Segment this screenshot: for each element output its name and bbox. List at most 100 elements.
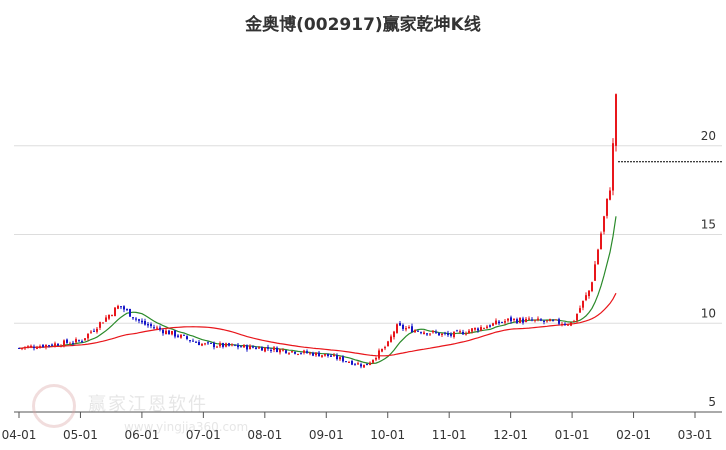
candle-body: [462, 331, 464, 335]
candle-body: [255, 347, 257, 349]
candle-body: [519, 317, 521, 323]
candle-body: [435, 331, 437, 333]
candle-body: [576, 313, 578, 321]
candle-body: [384, 347, 386, 349]
candle-body: [81, 341, 83, 343]
watermark-url: www.yingjia360.com: [124, 420, 249, 434]
candle-body: [264, 347, 266, 352]
candle-body: [549, 319, 551, 322]
candle-body: [300, 353, 302, 355]
candle-body: [177, 335, 179, 337]
candle-body: [102, 322, 104, 324]
candle-body: [258, 347, 260, 349]
candle-body: [111, 315, 113, 317]
candle-body: [213, 342, 215, 348]
candle-body: [228, 343, 230, 346]
x-tick-label: 02-01: [616, 428, 651, 442]
candle-body: [159, 327, 161, 330]
candle-body: [285, 350, 287, 354]
candle-body: [393, 331, 395, 338]
candle-body: [132, 317, 134, 319]
candle-body: [585, 295, 587, 301]
candle-body: [573, 321, 575, 323]
candle-body: [291, 351, 293, 353]
candle-body: [441, 333, 443, 336]
candle-body: [156, 327, 158, 329]
candle-body: [378, 350, 380, 359]
candle-body: [33, 346, 35, 349]
candle-body: [126, 309, 128, 311]
candle-body: [597, 249, 599, 265]
ma-short-line: [18, 216, 617, 365]
candle-body: [339, 357, 341, 360]
candle-body: [267, 347, 269, 349]
candle-body: [447, 333, 449, 336]
candle-body: [246, 345, 248, 350]
candle-body: [333, 354, 335, 357]
grid-lines: [14, 145, 722, 324]
candle-body: [90, 331, 92, 333]
y-tick-label: 5: [708, 395, 716, 409]
candle-body: [144, 321, 146, 325]
candle-body: [411, 326, 413, 333]
candle-body: [183, 334, 185, 336]
candle-body: [243, 344, 245, 348]
candle-body: [582, 300, 584, 308]
candle-body: [57, 344, 59, 346]
candle-body: [426, 333, 428, 335]
candle-body: [45, 344, 47, 348]
candle-body: [399, 322, 401, 326]
candle-body: [225, 343, 227, 347]
candle-body: [606, 198, 608, 216]
candle-body: [252, 346, 254, 348]
candle-body: [588, 290, 590, 297]
x-tick-label: 11-01: [432, 428, 467, 442]
candle-body: [36, 348, 38, 350]
candle-body: [249, 345, 251, 350]
candle-body: [405, 328, 407, 330]
candle-body: [120, 306, 122, 308]
candle-body: [594, 264, 596, 281]
candle-body: [162, 329, 164, 334]
candle-body: [315, 352, 317, 356]
candle-body: [492, 323, 494, 326]
candle-body: [375, 358, 377, 360]
candle-body: [540, 319, 542, 321]
candle-body: [321, 355, 323, 357]
candle-body: [327, 353, 329, 356]
x-tick-label: 08-01: [247, 428, 282, 442]
candle-body: [417, 330, 419, 332]
candle-body: [402, 324, 404, 329]
candle-body: [42, 344, 44, 348]
candle-body: [498, 321, 500, 324]
candle-body: [351, 361, 353, 365]
candle-body: [219, 343, 221, 347]
candle-body: [186, 336, 188, 339]
candle-body: [513, 318, 515, 320]
candle-body: [609, 190, 611, 200]
candle-body: [387, 341, 389, 347]
candle-body: [54, 343, 56, 346]
candle-body: [564, 323, 566, 325]
x-tick-label: 05-01: [63, 428, 98, 442]
axes: [14, 411, 722, 418]
watermark-text: 赢家江恩软件: [88, 394, 208, 415]
candle-body: [309, 352, 311, 354]
candle-body: [63, 340, 65, 347]
candle-body: [345, 361, 347, 363]
candle-body: [48, 345, 50, 347]
candle-body: [318, 352, 320, 357]
x-tick-label: 07-01: [186, 428, 221, 442]
candle-body: [507, 318, 509, 321]
candle-body: [306, 351, 308, 354]
candle-body: [444, 332, 446, 334]
candle-body: [369, 362, 371, 365]
candle-body: [84, 338, 86, 341]
candle-body: [96, 328, 98, 332]
candle-body: [75, 339, 77, 343]
candle-body: [534, 319, 536, 321]
candle-body: [495, 320, 497, 325]
candle-body: [501, 322, 503, 324]
candle-body: [372, 359, 374, 363]
x-tick-labels: 04-01 05-01 06-01 07-01 08-01 09-01 10-01 11-01…: [2, 428, 713, 442]
